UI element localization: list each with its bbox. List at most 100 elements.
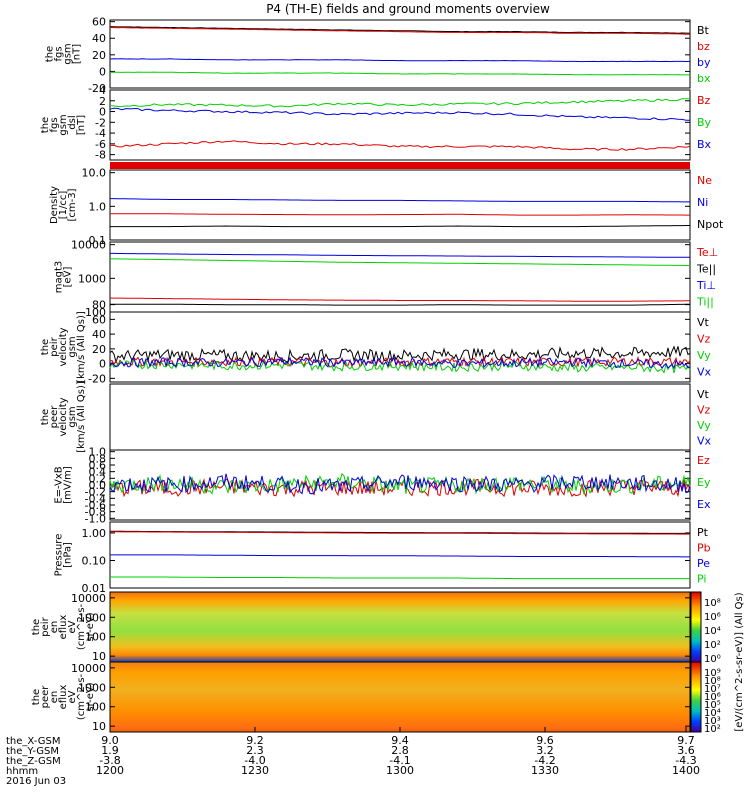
legend-label: Ey <box>697 476 711 489</box>
y-axis-label-line: fgs <box>54 46 65 61</box>
colorbar-tick-label: 10⁸ <box>704 598 721 609</box>
x-tick-label: 1330 <box>531 764 559 777</box>
y-axis-label-line: eV <box>67 620 78 633</box>
x-row-label: 2016 Jun 03 <box>6 776 66 787</box>
y-tick-label: 60 <box>92 16 106 29</box>
legend-label: Pe <box>697 557 710 570</box>
mode-bar <box>110 162 690 169</box>
legend-label: bx <box>697 72 711 85</box>
series-line-Vx <box>109 356 691 370</box>
y-tick-label: 0.0 <box>89 479 107 492</box>
y-axis-label-line: sr-eV) <box>85 682 96 711</box>
x-tick-label: 9.4 <box>391 734 409 747</box>
panel-7: 1.00 0.10 0.01 Pressure[nPa] Pt Pb Pe Pi <box>54 521 711 595</box>
y-tick-label: 1.0 <box>89 200 107 213</box>
spectrogram <box>110 662 690 732</box>
series-line-bx <box>109 71 691 76</box>
x-tick-label: 1300 <box>386 764 414 777</box>
legend-label: by <box>697 56 711 69</box>
colorbar-label: [eV/(cm^2-s-sr-eV)] (All Qs) <box>734 592 745 731</box>
series-line-Pi <box>110 576 690 580</box>
y-axis-label-line: the <box>40 117 51 133</box>
y-tick-label: 10 <box>92 720 106 733</box>
y-tick-label: 1000 <box>78 611 106 624</box>
legend-label: bz <box>697 40 710 53</box>
x-tick-label: 9.6 <box>536 734 554 747</box>
series-line-Te|| <box>110 303 691 306</box>
x-row-label: hhmm <box>6 766 38 777</box>
colorbar-tick-label: 10⁸ <box>704 676 721 687</box>
y-tick-label: 1.00 <box>82 527 107 540</box>
series-line-Ti⊥ <box>110 252 690 258</box>
panel-3: 10000 1000 100 magt3[eV] Te⊥ Te|| Ti⊥ Ti|| <box>54 239 719 319</box>
y-axis-label-line: [1/cc] <box>58 191 69 220</box>
series-line-Pe <box>110 554 690 558</box>
y-axis-label-line: [eV] <box>63 267 74 288</box>
y-tick-label: 40 <box>92 32 106 45</box>
y-axis-label-line: (cm^2-s- <box>76 673 87 720</box>
spectrogram <box>110 592 690 662</box>
colorbar-tick-label: 10⁵ <box>704 700 721 711</box>
y-axis-label-line: peir <box>49 336 60 356</box>
y-tick-label: 10000 <box>71 239 106 252</box>
legend-label: Vx <box>697 366 712 379</box>
series-line-bz <box>109 26 690 35</box>
y-axis-label: Density[1/cc][cm-3] <box>49 186 78 224</box>
colorbar-tick-label: 10³ <box>704 716 721 727</box>
y-tick-label: 0.10 <box>82 554 107 567</box>
x-tick-label: 1230 <box>241 764 269 777</box>
colorbar-tick-label: 10⁶ <box>704 692 721 703</box>
legend-label: Ne <box>697 174 712 187</box>
y-axis-label-line: the <box>40 339 51 355</box>
series-line-Vt <box>109 345 691 364</box>
y-tick-label: -20 <box>88 372 106 385</box>
x-tick-label: -4.3 <box>675 754 696 767</box>
y-axis-label-line: gsm <box>67 406 78 427</box>
legend-label: Vy <box>697 419 711 432</box>
series-line-Ni <box>110 198 690 203</box>
colorbar-tick-label: 10⁶ <box>704 612 721 623</box>
x-tick-label: 2.3 <box>246 744 264 757</box>
y-tick-label: 0.1 <box>89 234 107 247</box>
series-line-By <box>109 98 690 108</box>
y-tick-label: -6 <box>95 138 106 151</box>
panel-8: 10000100010010thepeirenefluxeV(cm^2-s-sr… <box>31 591 745 732</box>
y-tick-label: 100 <box>85 631 106 644</box>
y-axis-label-line: gsm <box>63 43 74 64</box>
x-tick-label: 1200 <box>96 764 124 777</box>
y-tick-label: 0 <box>99 106 106 119</box>
x-tick-label: 9.0 <box>101 734 119 747</box>
y-tick-label: 0.4 <box>89 466 107 479</box>
legend-label: Npot <box>697 218 724 231</box>
series-line-Ex <box>109 473 691 495</box>
y-axis-label-line: eV <box>67 690 78 703</box>
y-tick-label: 0.8 <box>89 452 107 465</box>
x-tick-label: -4.0 <box>244 754 265 767</box>
series-line-Bt <box>109 26 691 34</box>
y-tick-label: -0.8 <box>85 506 106 519</box>
y-tick-label: 0.01 <box>82 582 107 595</box>
colorbar-tick-label: 10⁴ <box>704 708 721 719</box>
y-axis-label-line: fgs <box>49 117 60 132</box>
y-tick-label: -0.6 <box>85 499 106 512</box>
legend-label: Vt <box>697 316 710 329</box>
y-tick-label: 80 <box>92 299 106 312</box>
panel-frame <box>109 19 691 89</box>
colorbar-tick-label: 10² <box>704 640 721 651</box>
color-bar <box>690 661 702 733</box>
y-axis-label-line: Density <box>49 186 60 224</box>
panel-2: 10.0 1.0 0.1 Density[1/cc][cm-3] Ne Ni Npot <box>49 167 724 247</box>
panel-frame <box>109 169 691 241</box>
y-axis-label-line: velocity <box>58 327 69 366</box>
x-tick-label: 1400 <box>672 764 700 777</box>
y-tick-label: 1.0 <box>89 446 107 459</box>
x-tick-label: -4.2 <box>534 754 555 767</box>
series-line-Pt <box>110 530 690 534</box>
